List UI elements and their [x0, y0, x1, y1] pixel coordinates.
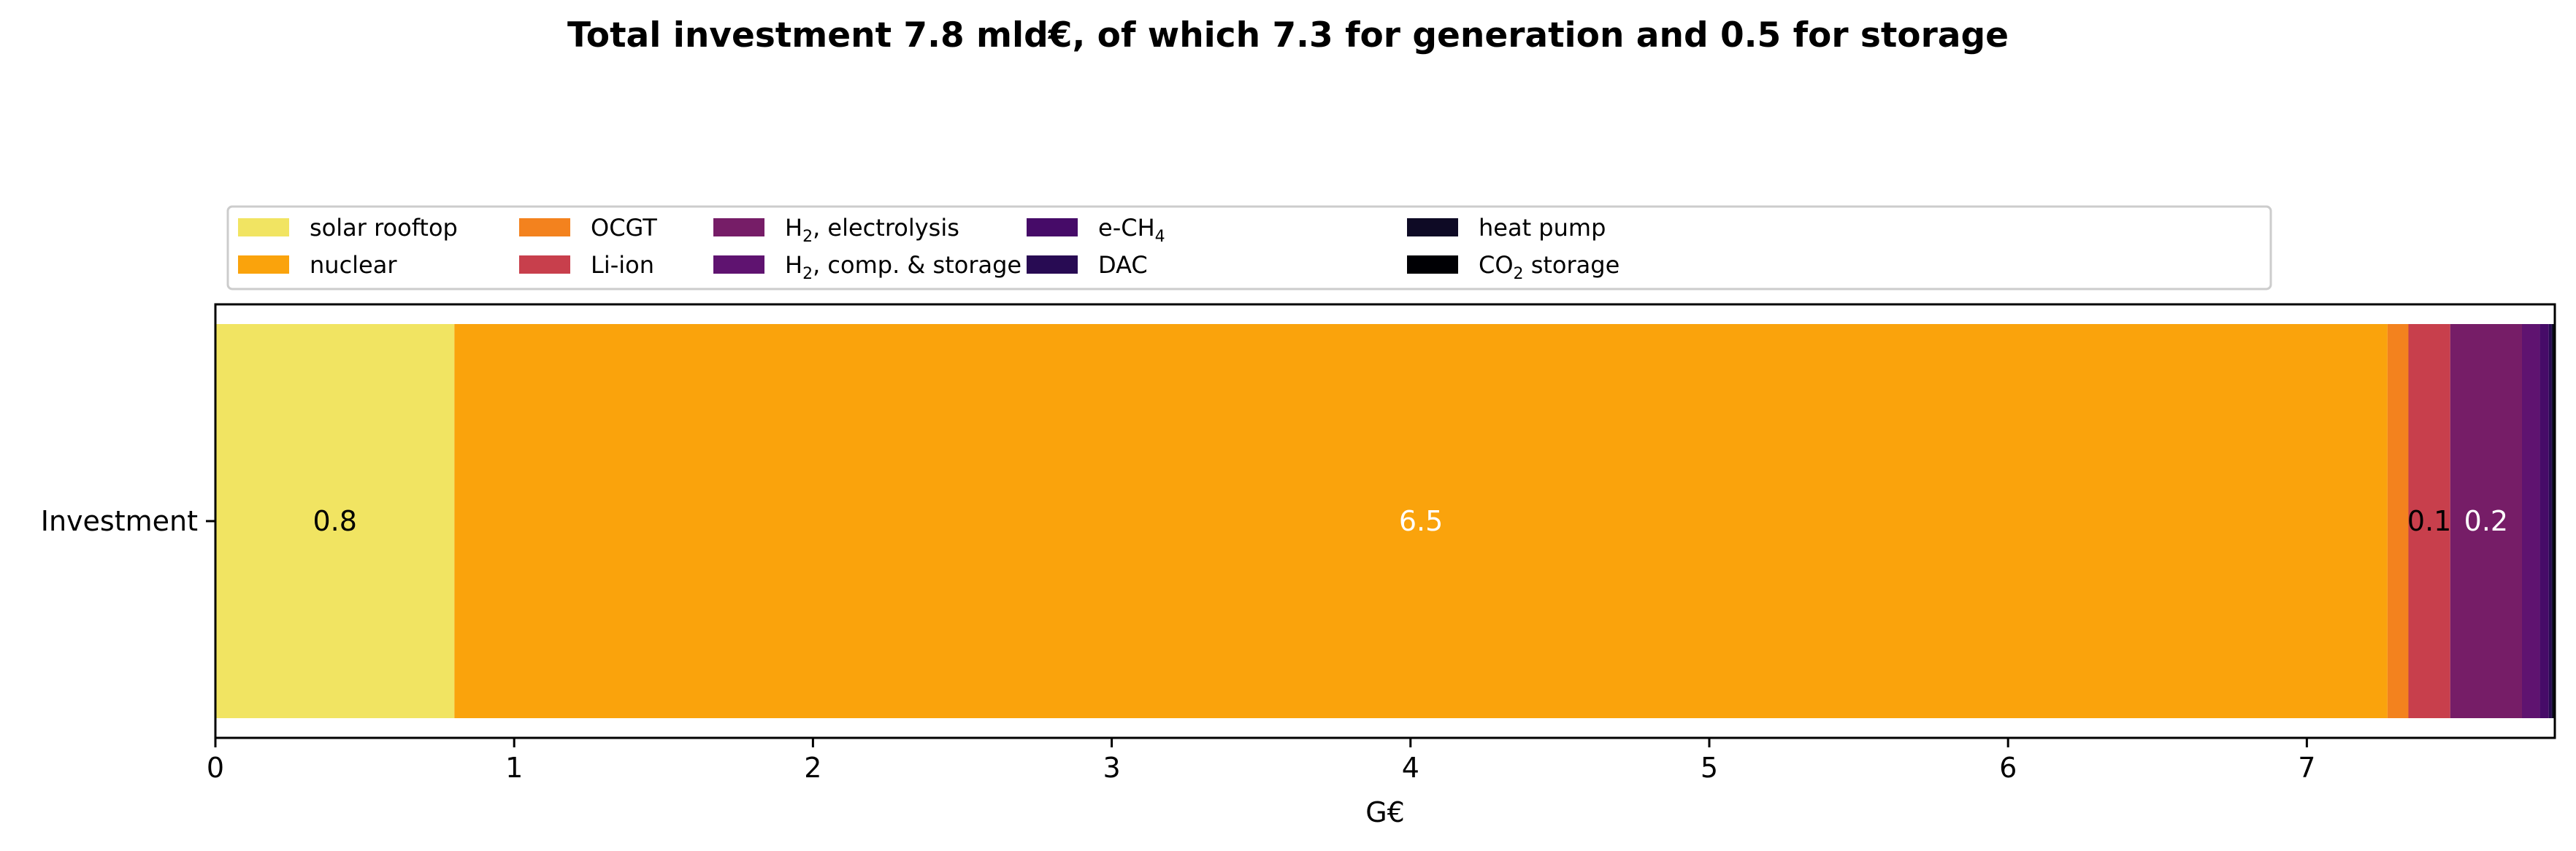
- legend-swatch: [519, 218, 570, 236]
- legend-label: heat pump: [1479, 214, 1606, 242]
- legend-item-li-ion: Li-ion: [519, 251, 654, 279]
- bar-segment-h2-comp-storage: [2521, 324, 2540, 718]
- legend-label: Li-ion: [591, 251, 654, 279]
- legend: solar rooftop nuclear OCGT Li-ion H2, electr…: [226, 205, 2272, 290]
- legend-label: DAC: [1098, 251, 1148, 279]
- bar-segment-h2-electrolysis: [2450, 324, 2522, 718]
- x-tick-label: 0: [207, 752, 224, 784]
- legend-swatch: [238, 218, 289, 236]
- legend-item-nuclear: nuclear: [238, 251, 397, 279]
- legend-label: H2, electrolysis: [785, 214, 959, 246]
- x-tick-label: 7: [2298, 752, 2315, 784]
- legend-swatch: [1027, 255, 1078, 274]
- x-tick-label: 4: [1402, 752, 1419, 784]
- bar-segment-nuclear: [454, 324, 2388, 718]
- chart-title: Total investment 7.8 mld€, of which 7.3 …: [567, 15, 2009, 55]
- bar-label-li-ion: 0.1: [2407, 505, 2451, 537]
- legend-item-dac: DAC: [1027, 251, 1148, 279]
- bar-label-nuclear: 6.5: [1399, 505, 1443, 537]
- legend-swatch: [713, 255, 764, 274]
- bar-value-labels: 0.8 6.5 0.1 0.2: [313, 505, 2508, 537]
- bar-segment-ocgt: [2387, 324, 2409, 718]
- bar-segments: [215, 324, 2555, 718]
- legend-label: nuclear: [310, 251, 397, 279]
- legend-swatch: [1407, 218, 1458, 236]
- legend-label: solar rooftop: [310, 214, 458, 242]
- legend-item-h2-electrolysis: H2, electrolysis: [713, 214, 959, 246]
- x-tick-label: 1: [505, 752, 523, 784]
- bar-segment-dac: [2548, 324, 2552, 718]
- legend-label: CO2 storage: [1479, 251, 1619, 283]
- y-axis: Investment: [41, 505, 215, 537]
- legend-item-solar-rooftop: solar rooftop: [238, 214, 458, 242]
- x-axis: 0 1 2 3 4 5 6 7: [207, 738, 2315, 784]
- x-axis-label: G€: [1365, 796, 1405, 828]
- legend-swatch: [519, 255, 570, 274]
- plot-frame: [214, 303, 2556, 739]
- y-tick-label: Investment: [41, 505, 198, 537]
- legend-swatch: [1407, 255, 1458, 274]
- legend-label: OCGT: [591, 214, 657, 242]
- legend-swatch: [238, 255, 289, 274]
- legend-label: H2, comp. & storage: [785, 251, 1021, 283]
- legend-item-heat-pump: heat pump: [1407, 214, 1606, 242]
- legend-swatch: [713, 218, 764, 236]
- legend-label: e-CH4: [1098, 214, 1165, 246]
- x-tick-label: 6: [1999, 752, 2017, 784]
- bar-segment-li-ion: [2408, 324, 2450, 718]
- x-tick-label: 5: [1701, 752, 1718, 784]
- legend-item-h2-comp-storage: H2, comp. & storage: [713, 251, 1021, 283]
- legend-item-e-ch4: e-CH4: [1027, 214, 1165, 246]
- bar-segment-solar-rooftop: [215, 324, 455, 718]
- x-tick-label: 2: [804, 752, 821, 784]
- bar-segment-e-ch4: [2539, 324, 2549, 718]
- legend-swatch: [1027, 218, 1078, 236]
- bar-label-h2-electrolysis: 0.2: [2464, 505, 2508, 537]
- bar-label-solar-rooftop: 0.8: [313, 505, 356, 537]
- legend-item-ocgt: OCGT: [519, 214, 657, 242]
- x-tick-label: 3: [1103, 752, 1120, 784]
- legend-item-co2-storage: CO2 storage: [1407, 251, 1619, 283]
- bar-segment-heat-pump: [2551, 324, 2553, 718]
